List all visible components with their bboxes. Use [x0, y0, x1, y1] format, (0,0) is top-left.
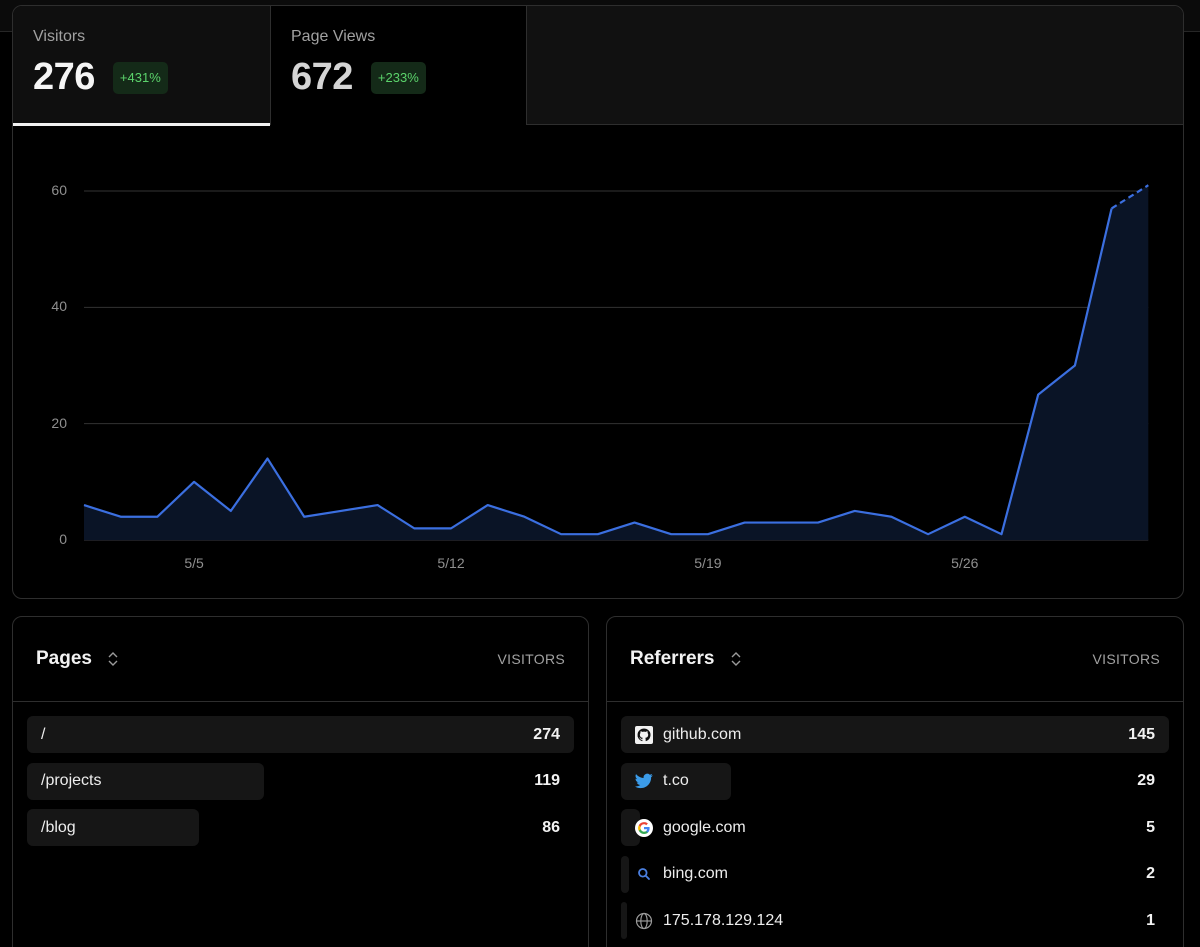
referrer-row[interactable]: bing.com 2: [621, 855, 1169, 893]
search-icon: [635, 865, 653, 883]
row-value: 5: [1146, 818, 1155, 836]
area-fill: [84, 185, 1149, 540]
row-label-text: github.com: [663, 725, 742, 743]
row-label: /projects: [27, 772, 101, 790]
y-axis-tick: 60: [51, 182, 67, 198]
row-bar: [621, 716, 1169, 753]
row-bar: [621, 902, 627, 940]
y-axis-tick: 40: [51, 298, 67, 315]
row-label: /blog: [27, 819, 76, 837]
row-value: 1: [1146, 911, 1155, 929]
tabs-filler: [527, 6, 1183, 124]
row-bar: [27, 716, 574, 753]
google-icon: [635, 818, 653, 837]
analytics-chart-card: Visitors 276 +431% Page Views 672 +233% …: [12, 5, 1184, 599]
x-axis-tick: 5/26: [951, 555, 979, 571]
page-views-count: 672: [291, 56, 353, 98]
x-axis-tick: 5/12: [437, 555, 465, 571]
row-value: 29: [1137, 772, 1155, 790]
referrer-row[interactable]: 175.178.129.124 1: [621, 902, 1169, 940]
metric-tabs: Visitors 276 +431% Page Views 672 +233%: [13, 6, 1183, 126]
row-value: 86: [542, 818, 560, 836]
referrers-list: github.com 145 t.co 29 google.com 5 bing.com 2 1…: [607, 702, 1183, 940]
row-label: 175.178.129.124: [621, 912, 783, 930]
row-bar: [27, 809, 199, 847]
panel-title: Referrers: [630, 648, 715, 669]
column-header-visitors: VISITORS: [1092, 651, 1160, 667]
tab-label: Visitors: [33, 28, 86, 45]
series-line: [83, 208, 1113, 536]
row-label: github.com: [621, 725, 742, 744]
column-header-visitors: VISITORS: [497, 651, 565, 667]
github-icon: [635, 725, 653, 744]
x-axis-tick: 5/5: [184, 555, 204, 571]
panel-title: Pages: [36, 648, 92, 669]
globe-icon: [635, 912, 653, 930]
pages-panel: Pages VISITORS / 274/projects 119/blog 86: [12, 616, 589, 947]
visitors-count: 276: [33, 56, 95, 98]
referrer-row[interactable]: t.co 29: [621, 762, 1169, 800]
x-axis-tick: 5/19: [694, 555, 722, 571]
page-row[interactable]: / 274: [27, 716, 574, 753]
y-axis-tick: 0: [59, 531, 67, 547]
change-badge: +431%: [112, 61, 168, 94]
row-value: 145: [1128, 725, 1155, 743]
referrers-panel: Referrers VISITORS github.com 145 t.co 29 go…: [606, 616, 1184, 947]
referrer-row[interactable]: github.com 145: [621, 716, 1169, 753]
pages-list: / 274/projects 119/blog 86: [13, 702, 588, 847]
twitter-icon: [635, 772, 653, 790]
change-badge: +233%: [370, 61, 426, 94]
row-label-text: bing.com: [663, 865, 728, 883]
referrer-row[interactable]: google.com 5: [621, 809, 1169, 847]
row-label: t.co: [621, 772, 689, 790]
row-label: google.com: [621, 818, 746, 837]
row-value: 2: [1146, 865, 1155, 883]
tab-label: Page Views: [291, 28, 376, 45]
row-label-text: 175.178.129.124: [663, 911, 784, 929]
row-value: 274: [533, 725, 560, 743]
sort-icon[interactable]: [106, 649, 120, 669]
row-label-text: /projects: [41, 772, 102, 790]
row-value: 119: [534, 772, 560, 790]
row-bar: [621, 855, 629, 893]
row-bar: [621, 809, 641, 847]
row-bar: [27, 762, 265, 800]
pages-header: Pages VISITORS: [13, 617, 588, 702]
tab-page-views[interactable]: Page Views 672 +233%: [270, 6, 527, 125]
row-label-text: google.com: [663, 818, 746, 836]
y-axis-tick: 20: [51, 414, 67, 431]
page-row[interactable]: /projects 119: [27, 762, 574, 800]
row-label: /: [27, 726, 45, 744]
referrers-header: Referrers VISITORS: [607, 617, 1183, 702]
row-label-text: /: [41, 725, 46, 743]
row-label: bing.com: [621, 865, 728, 883]
projected-line: [1111, 184, 1149, 210]
sort-icon[interactable]: [729, 649, 743, 669]
row-label-text: t.co: [663, 772, 689, 790]
tab-visitors[interactable]: Visitors 276 +431%: [13, 6, 270, 126]
row-label-text: /blog: [41, 818, 76, 836]
visitors-chart[interactable]: 0 20 40 60 5/5 5/12 5/19 5/26: [13, 126, 1183, 598]
page-row[interactable]: /blog 86: [27, 809, 574, 847]
chart-plot: [83, 184, 1149, 541]
